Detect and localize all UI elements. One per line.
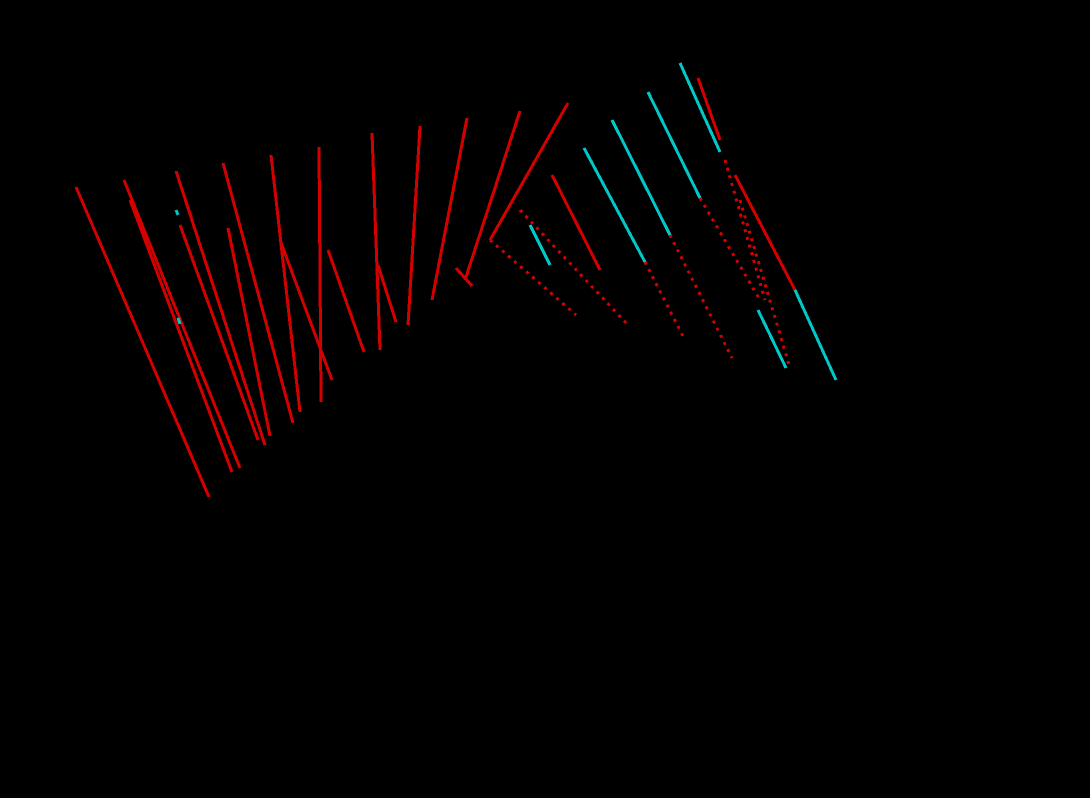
- line: [174, 209, 180, 216]
- line: [128, 199, 234, 473]
- line: [326, 249, 366, 353]
- dotted-line: [518, 208, 630, 327]
- dotted-line: [738, 199, 792, 369]
- right-line-group: [489, 62, 838, 381]
- line: [178, 224, 260, 441]
- line: [463, 110, 522, 281]
- line: [678, 62, 722, 153]
- line: [550, 174, 602, 271]
- line: [733, 174, 797, 291]
- left-line-group: [74, 102, 570, 498]
- line: [221, 162, 295, 424]
- dotted-line: [723, 159, 767, 301]
- line: [74, 186, 211, 498]
- line: [610, 119, 672, 236]
- line: [226, 227, 272, 437]
- dotted-line: [489, 238, 577, 317]
- line: [317, 146, 323, 403]
- line: [269, 154, 302, 413]
- line: [176, 317, 182, 325]
- line: [696, 77, 722, 141]
- line: [376, 264, 398, 323]
- line: [756, 309, 788, 369]
- line: [582, 147, 647, 263]
- line: [430, 117, 469, 301]
- line: [646, 91, 702, 199]
- line: [370, 132, 382, 351]
- dotted-line: [668, 234, 734, 359]
- dotted-line: [643, 261, 687, 341]
- line: [454, 267, 474, 287]
- line: [406, 125, 422, 326]
- line: [122, 179, 242, 469]
- line: [174, 170, 267, 446]
- line: [528, 224, 552, 266]
- line: [793, 289, 838, 381]
- line: [488, 102, 570, 241]
- dotted-line: [698, 197, 762, 301]
- line: [278, 239, 334, 381]
